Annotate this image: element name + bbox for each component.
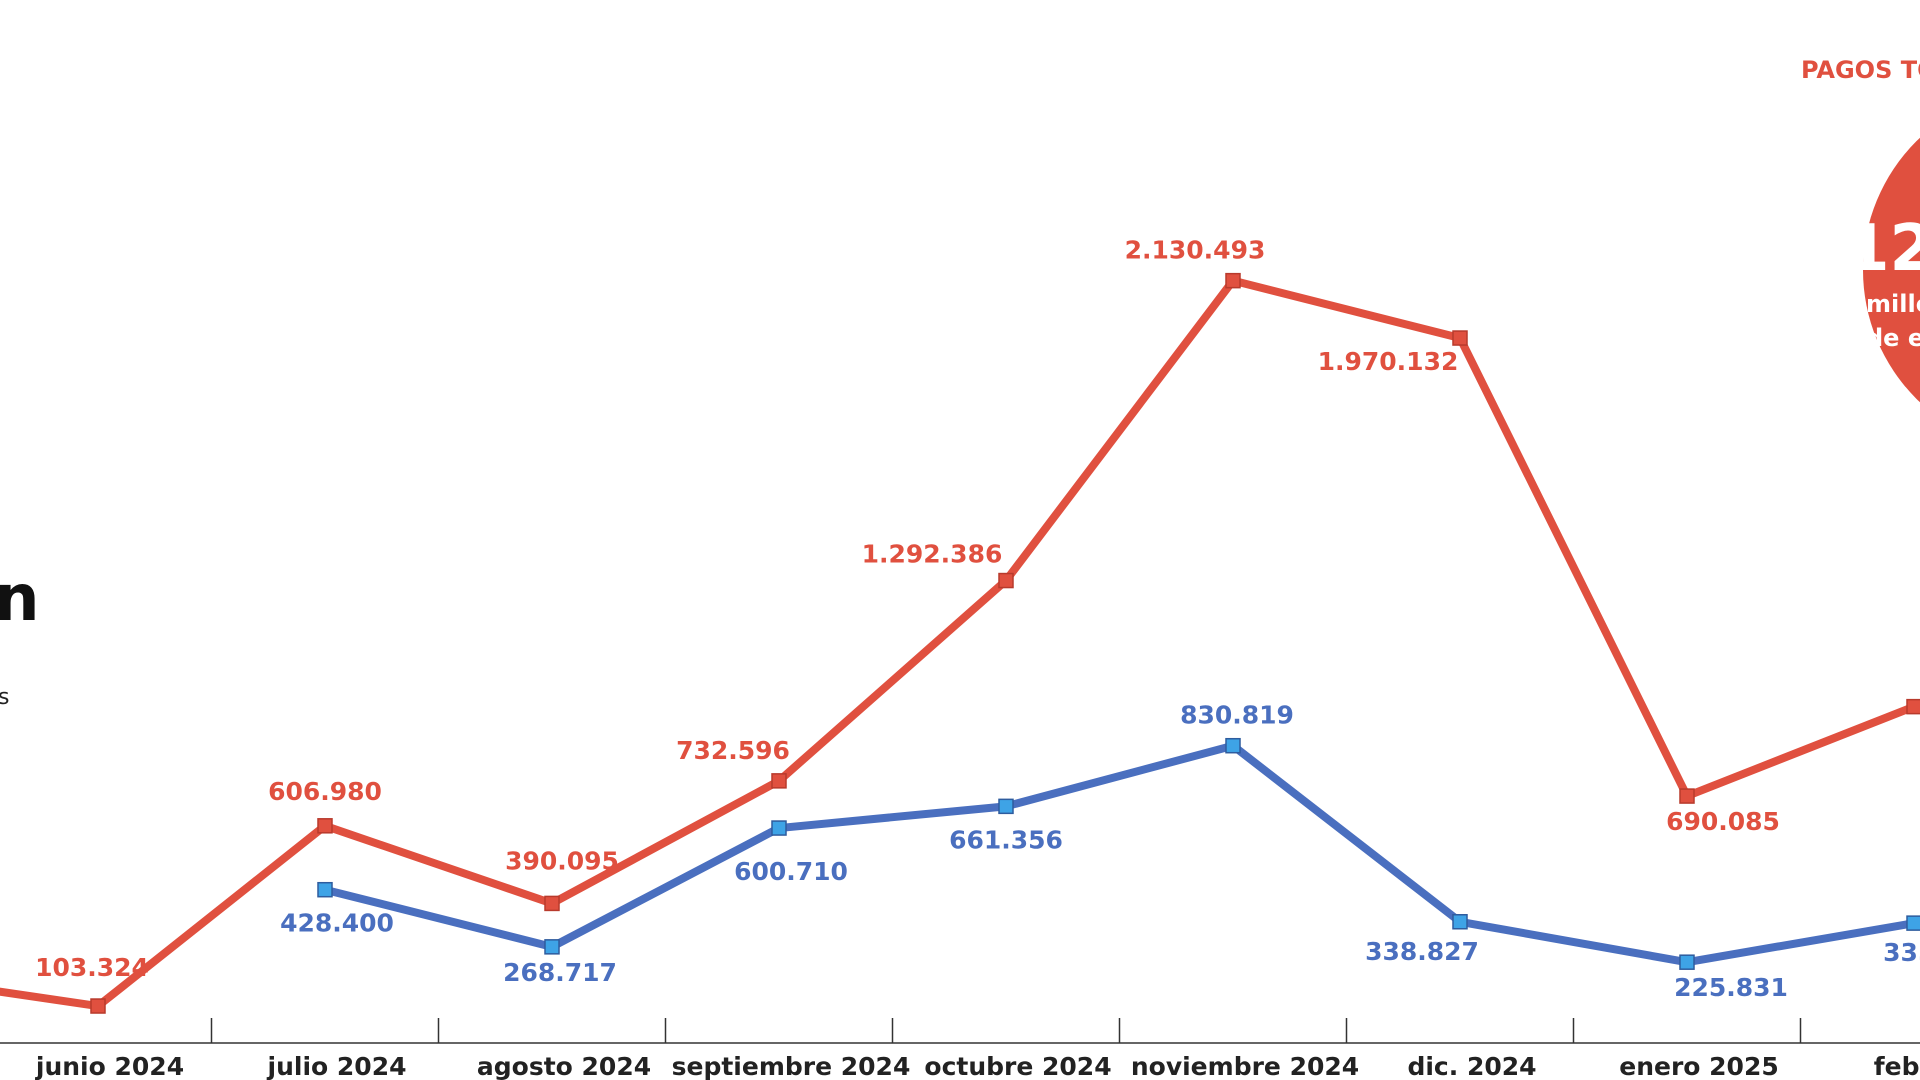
series-marker	[1679, 788, 1695, 804]
x-tick-label: octubre 2024	[924, 1052, 1111, 1080]
x-tick-label: dic. 2024	[1407, 1052, 1536, 1080]
x-tick-label: enero 2025	[1619, 1052, 1779, 1080]
data-label: 390.095	[505, 846, 619, 875]
data-label: 2.130.493	[1125, 236, 1266, 265]
callout-unit-line1: millo	[1866, 290, 1920, 318]
series-marker	[998, 798, 1014, 815]
series-marker	[544, 895, 560, 912]
x-axis-labels: junio 2024 julio 2024 agosto 2024 septiembr…	[35, 1052, 1920, 1080]
series-line	[324, 741, 1915, 967]
data-label: 335.	[1883, 938, 1920, 967]
series-marker	[998, 572, 1014, 589]
x-axis-ticks	[210, 1018, 1802, 1043]
series-group	[0, 272, 1920, 1014]
callout-value: 12	[1845, 212, 1920, 286]
series-marker	[771, 773, 787, 789]
data-label: 830.819	[1180, 701, 1294, 730]
series-marker	[1679, 954, 1695, 970]
data-label: 661.356	[949, 825, 1063, 854]
data-label: 1.970.132	[1318, 347, 1459, 376]
x-tick-label: agosto 2024	[477, 1052, 651, 1080]
series-marker	[1225, 272, 1241, 289]
data-label: 338.827	[1365, 937, 1479, 966]
data-label: 428.400	[280, 909, 394, 938]
series-marker	[1906, 915, 1920, 931]
data-label: 1.292.386	[862, 540, 1003, 569]
series-marker	[1452, 330, 1468, 346]
data-label: 606.980	[268, 777, 382, 806]
title-fragment: n	[0, 562, 40, 636]
data-labels: 103.324 606.980 390.095 732.596 1.292.386 2.1…	[35, 236, 1920, 1003]
data-label: 268.717	[503, 958, 617, 987]
series-marker	[771, 820, 787, 836]
x-tick-label: febrero	[1874, 1052, 1920, 1080]
callout-unit-line2: de eu	[1866, 324, 1920, 352]
series-marker	[1452, 914, 1468, 930]
series-marker	[90, 998, 106, 1014]
x-tick-label: junio 2024	[35, 1052, 184, 1080]
callout-title: PAGOS TO	[1801, 56, 1920, 84]
subtitle-fragment: s	[0, 685, 9, 710]
series-marker	[317, 881, 333, 898]
x-tick-label: septiembre 2024	[672, 1052, 911, 1080]
data-label: 103.324	[35, 953, 149, 982]
series-marker	[1225, 737, 1241, 754]
callout-circle	[1863, 137, 1920, 403]
x-tick-label: noviembre 2024	[1131, 1052, 1359, 1080]
series-marker	[317, 818, 333, 834]
series-line	[0, 276, 1916, 1011]
data-label: 225.831	[1674, 973, 1788, 1002]
series-marker	[544, 939, 560, 955]
series-marker	[1906, 698, 1920, 715]
total-payments-callout: PAGOS TO 12 millo de eu	[1801, 56, 1920, 403]
x-tick-label: julio 2024	[267, 1052, 407, 1080]
data-label: 732.596	[676, 736, 790, 765]
data-label: 690.085	[1666, 807, 1780, 836]
data-label: 600.710	[734, 857, 848, 886]
